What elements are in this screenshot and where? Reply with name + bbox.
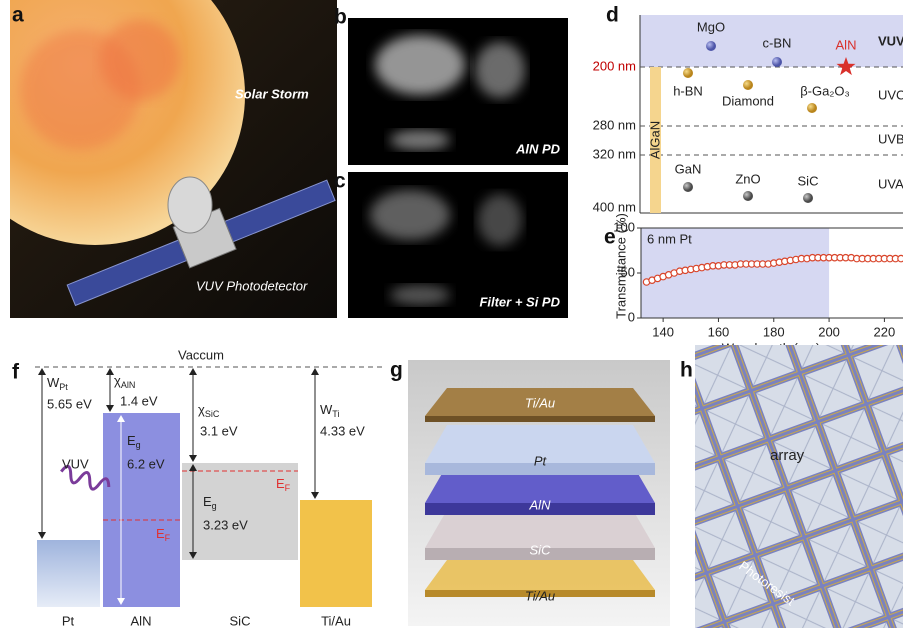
panel-label: b [334, 6, 347, 29]
layer-top [425, 560, 655, 590]
material-label: AlN [836, 37, 857, 52]
value-label: 6.2 eV [127, 456, 165, 471]
symbol: E [276, 476, 285, 491]
layer-stack: Ti/Au SiC AlN Pt Ti/Au [425, 388, 655, 603]
layer-label: AlN [529, 497, 552, 512]
material-label: MgO [697, 19, 725, 34]
material-label: Diamond [722, 93, 774, 108]
subscript: g [212, 501, 217, 511]
material-label: Ti/Au [321, 613, 351, 628]
symbol: W [47, 375, 60, 390]
material-marker [743, 191, 753, 201]
panel-label: d [606, 4, 619, 27]
material-label: SiC [798, 173, 819, 188]
layer-label: Ti/Au [525, 588, 555, 603]
subscript: SiC [205, 409, 220, 419]
x-tick-label: 180 [763, 324, 785, 339]
symbol: W [320, 402, 333, 417]
layer-side [425, 416, 655, 422]
material-marker [743, 80, 753, 90]
annotation: VUV Photodetector [196, 278, 308, 293]
wavelength-label: 280 nm [593, 117, 636, 132]
vacuum-label: Vaccum [178, 347, 224, 362]
data-point [898, 255, 903, 261]
material-label: c-BN [763, 35, 792, 50]
material-marker [803, 193, 813, 203]
x-tick-label: 140 [652, 324, 674, 339]
annotation: array [770, 447, 805, 464]
symbol: E [156, 526, 165, 541]
subscript: F [165, 533, 171, 543]
material-label: Pt [62, 613, 75, 628]
value-label: 5.65 eV [47, 396, 92, 411]
material-label: β-Ga₂O₃ [800, 83, 850, 98]
annotation: Solar Storm [235, 86, 309, 101]
wavelength-label: 400 nm [593, 199, 636, 214]
material-label: AlN [131, 613, 152, 628]
subscript: Pt [59, 382, 68, 392]
layer-label: Ti/Au [525, 395, 555, 410]
symbol: E [203, 494, 212, 509]
tiau-block [300, 500, 372, 607]
panel-a-image [0, 0, 338, 318]
material-marker [706, 41, 716, 51]
panel-label: g [390, 359, 403, 382]
figure: a Solar Storm VUV Photodetector b AlN PD… [0, 0, 903, 628]
value-label: 3.23 eV [203, 517, 248, 532]
x-tick-label: 220 [874, 324, 896, 339]
value-label: 4.33 eV [320, 423, 365, 438]
y-axis-label: Transmittance (%) [613, 213, 628, 319]
subscript: g [136, 440, 141, 450]
band-label: UVA [878, 176, 903, 191]
pt-block [37, 540, 100, 607]
wavelength-label: 200 nm [593, 58, 636, 73]
x-tick-label: 160 [708, 324, 730, 339]
band-label: UVB [878, 131, 903, 146]
layer-label: Pt [534, 453, 548, 468]
subscript: Ti [332, 409, 339, 419]
caption: AlN PD [515, 141, 561, 156]
value-label: 1.4 eV [120, 393, 158, 408]
bar-label: AlGaN [647, 121, 662, 159]
material-marker [683, 68, 693, 78]
x-tick-label: 200 [818, 324, 840, 339]
layer-label: SiC [530, 542, 552, 557]
symbol: E [127, 433, 136, 448]
symbol-label: χSiC [198, 402, 220, 419]
material-marker [772, 57, 782, 67]
symbol-label: WPt [47, 375, 68, 392]
light-label: VUV [62, 456, 89, 471]
panel-label: c [334, 170, 346, 193]
value-label: 3.1 eV [200, 423, 238, 438]
symbol-label: χAlN [114, 373, 135, 390]
band-label: VUV [878, 33, 903, 48]
symbol-label: WTi [320, 402, 339, 419]
panel-label: h [680, 359, 693, 382]
wavelength-label: 320 nm [593, 146, 636, 161]
y-tick-label: 0 [628, 309, 635, 324]
material-marker [683, 182, 693, 192]
material-marker [807, 103, 817, 113]
panel-label: a [12, 4, 24, 27]
subscript: AlN [121, 380, 136, 390]
subscript: F [285, 483, 291, 493]
material-label: h-BN [673, 83, 703, 98]
panel-label: f [12, 361, 20, 384]
chart-e: 050100140160180200220Wavelength (nm)Tran… [613, 213, 903, 355]
material-label: ZnO [735, 171, 760, 186]
array-image [695, 345, 903, 628]
caption: Filter + Si PD [479, 294, 560, 309]
band-label: UVC [878, 87, 903, 102]
annotation: 6 nm Pt [647, 231, 692, 246]
aln-block [103, 413, 180, 607]
material-label: GaN [675, 161, 702, 176]
material-label: SiC [230, 613, 251, 628]
